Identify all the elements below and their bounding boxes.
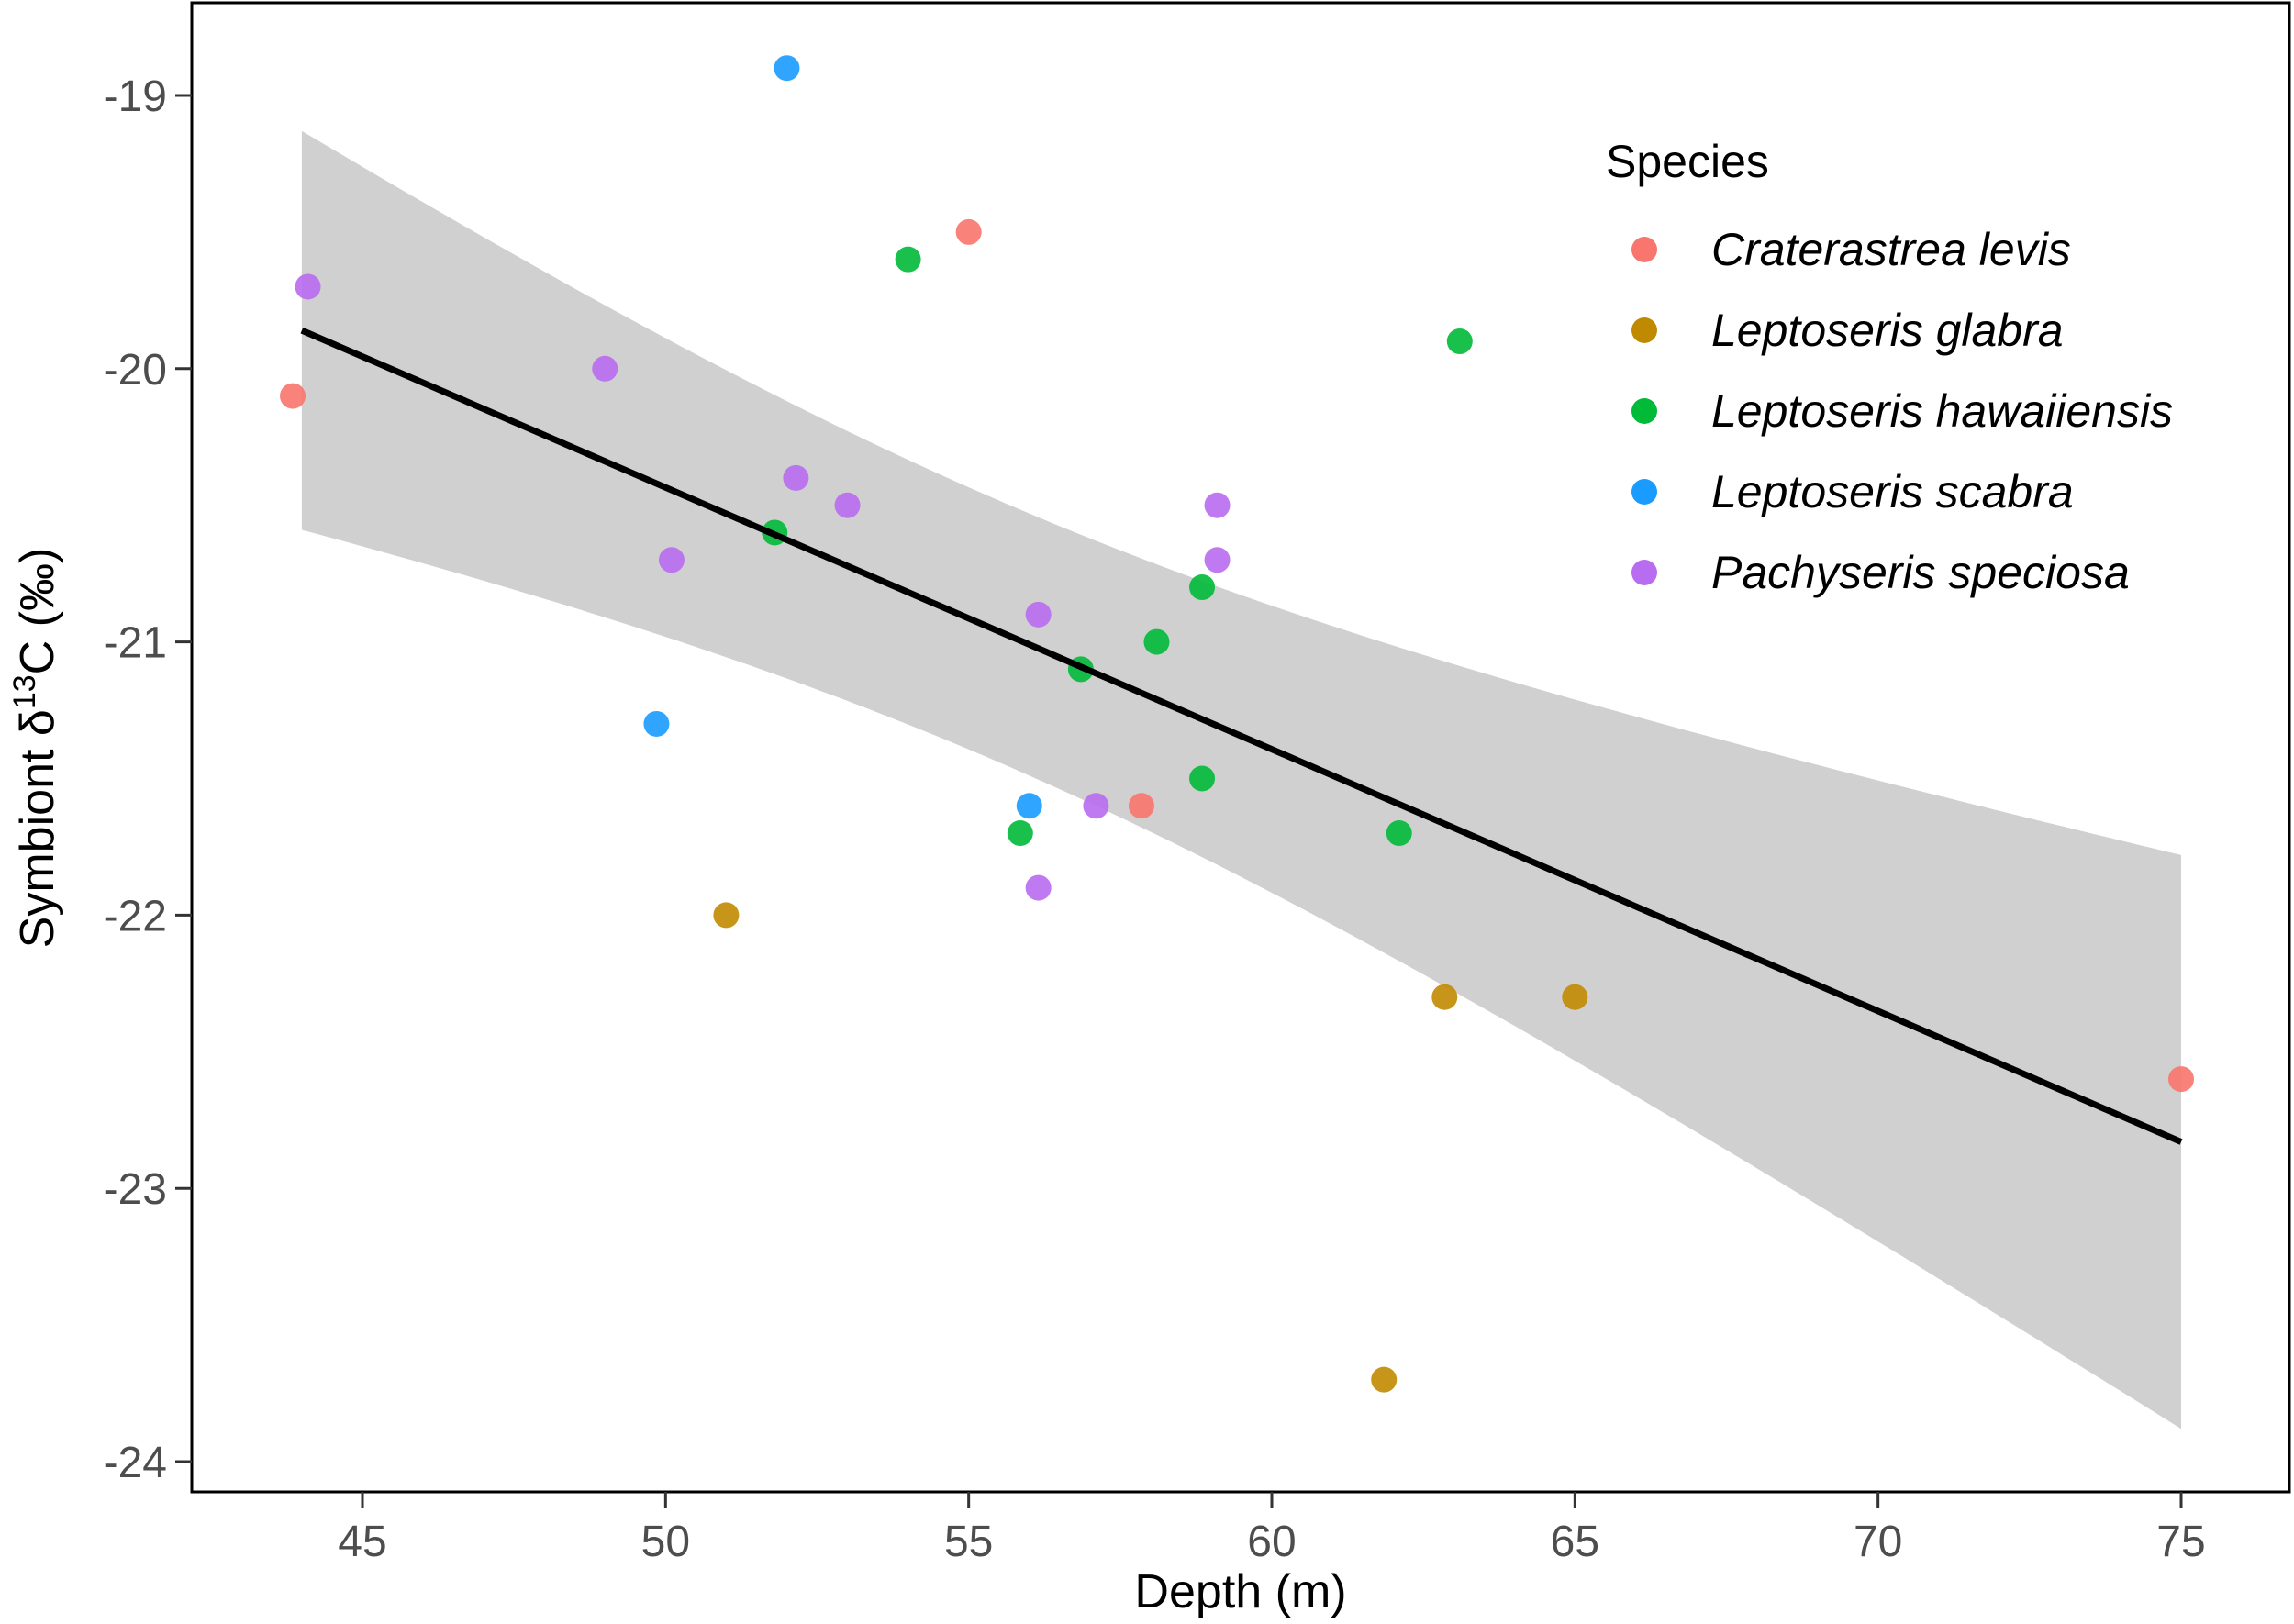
data-point — [1204, 547, 1231, 573]
data-point — [1189, 574, 1216, 601]
data-point — [783, 464, 809, 491]
data-point — [643, 710, 670, 737]
legend-key — [1631, 237, 1657, 262]
data-point — [1025, 874, 1052, 901]
data-point — [280, 383, 306, 409]
x-tick-label: 60 — [1247, 1518, 1296, 1566]
data-point — [774, 55, 800, 82]
data-point — [1562, 984, 1588, 1010]
legend-title: Species — [1606, 136, 1769, 187]
data-point — [1371, 1366, 1398, 1393]
data-point — [2168, 1066, 2194, 1093]
y-tick-label: -19 — [104, 72, 167, 121]
data-point — [834, 492, 861, 518]
data-point — [1007, 820, 1033, 847]
y-tick-label: -21 — [104, 619, 167, 668]
data-point — [1143, 628, 1170, 655]
legend: Species Craterastrea levis Leptoseris gla… — [1606, 136, 2173, 598]
data-point — [895, 246, 921, 273]
data-point — [1386, 820, 1412, 847]
data-point — [1431, 984, 1458, 1010]
y-axis-label: Symbiont δ13C (‰) — [7, 548, 64, 949]
legend-label: Leptoseris scabra — [1711, 466, 2074, 517]
x-tick-label: 65 — [1551, 1518, 1599, 1566]
y-tick-label: -20 — [104, 346, 167, 395]
data-point — [1128, 793, 1154, 819]
x-tick-label: 75 — [2156, 1518, 2205, 1566]
legend-label: Leptoseris glabra — [1711, 305, 2064, 356]
legend-key — [1631, 479, 1657, 505]
x-tick-label: 55 — [944, 1518, 993, 1566]
y-tick-label: -22 — [104, 892, 167, 940]
data-point — [1189, 765, 1216, 792]
data-point — [1204, 492, 1231, 518]
legend-label: Craterastrea levis — [1711, 224, 2071, 275]
data-point — [713, 902, 740, 929]
data-point — [955, 218, 982, 245]
plot-panel-border — [190, 1, 2291, 1494]
x-axis-label: Depth (m) — [1134, 1565, 1346, 1618]
legend-key — [1631, 398, 1657, 424]
x-tick-label: 45 — [338, 1518, 386, 1566]
data-point — [1016, 793, 1042, 819]
confidence-band — [301, 130, 2182, 1429]
y-tick-label: -24 — [104, 1439, 167, 1487]
data-point — [1025, 601, 1052, 628]
y-tick-label: -23 — [104, 1165, 167, 1214]
legend-label: Pachyseris speciosa — [1711, 547, 2130, 598]
data-point — [1446, 328, 1473, 355]
data-point — [592, 355, 618, 382]
regression-line — [300, 327, 2183, 1145]
legend-key — [1631, 560, 1657, 585]
data-point — [295, 273, 321, 300]
legend-label: Leptoseris hawaiiensis — [1711, 385, 2173, 437]
data-point — [1083, 793, 1109, 819]
data-point — [658, 547, 685, 573]
x-tick-label: 50 — [641, 1518, 690, 1566]
x-tick-label: 70 — [1854, 1518, 1902, 1566]
legend-key — [1631, 317, 1657, 343]
